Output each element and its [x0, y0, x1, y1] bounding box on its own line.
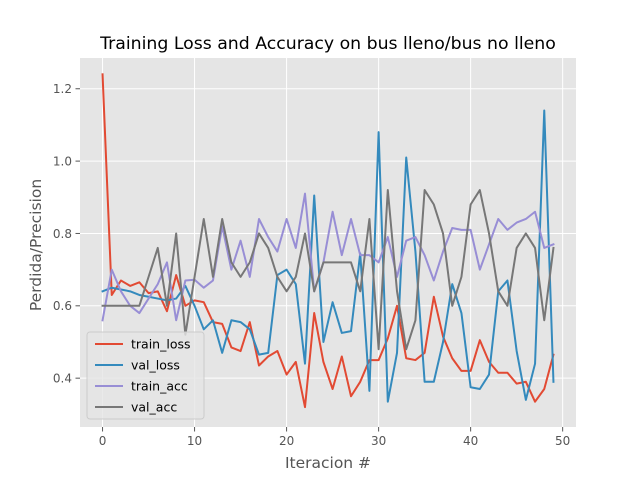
series-line-val-acc [101, 189, 555, 351]
legend-label: train_acc [131, 379, 188, 394]
y-axis-ticks: 0.4 0.6 0.8 1.0 1.2 [53, 82, 80, 385]
y-tick-label: 0.4 [53, 371, 72, 385]
x-tick-label: 50 [555, 434, 570, 448]
y-tick-label: 0.8 [53, 227, 72, 241]
chart-title: Training Loss and Accuracy on bus lleno/… [99, 34, 556, 54]
legend-label: val_acc [131, 400, 177, 415]
x-tick-label: 0 [99, 434, 107, 448]
series-line-val-loss [101, 109, 555, 403]
series-line-train-acc [101, 192, 555, 322]
series-lines [101, 73, 555, 409]
legend-box [86, 331, 205, 420]
legend: train_loss val_loss train_acc val_acc [86, 331, 205, 420]
y-tick-label: 1.2 [53, 82, 72, 96]
x-tick-label: 40 [463, 434, 478, 448]
legend-label: train_loss [131, 337, 191, 352]
y-axis-label: Perdida/Precision [27, 179, 45, 311]
x-axis-ticks: 0 10 20 30 40 50 [99, 427, 570, 448]
y-tick-label: 1.0 [53, 154, 72, 168]
x-axis-label: Iteracion # [285, 454, 371, 472]
x-tick-label: 20 [279, 434, 294, 448]
series-line-train-loss [101, 73, 555, 409]
y-tick-label: 0.6 [53, 299, 72, 313]
legend-label: val_loss [131, 358, 180, 373]
x-tick-label: 10 [187, 434, 202, 448]
x-tick-label: 30 [371, 434, 386, 448]
